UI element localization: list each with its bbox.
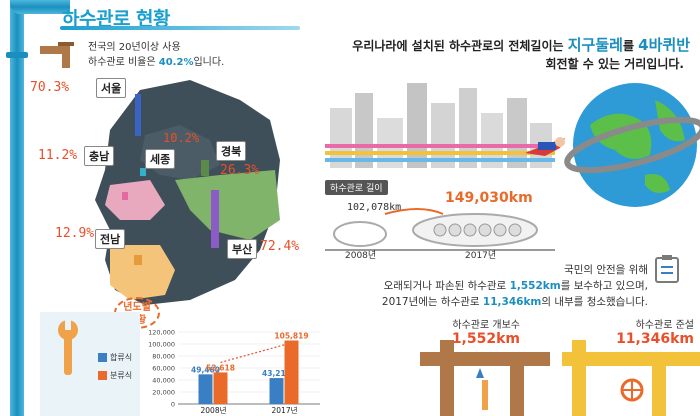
dredge-label: 하수관로 준설 xyxy=(635,320,694,331)
clipboard-icon xyxy=(655,255,679,283)
y-tick-label: 80,000 xyxy=(152,353,175,361)
earth-highlight-circumference: 지구둘레 xyxy=(567,36,623,54)
bar-value-label: 43,210 xyxy=(262,369,291,378)
decorative-pipe xyxy=(10,0,24,416)
dredge-pipe-graphic xyxy=(562,340,700,416)
bar xyxy=(284,340,299,404)
safety-line3-a: 2017년에는 하수관로 xyxy=(381,296,483,308)
legend-label-combined: 합류식 xyxy=(110,353,133,362)
x-tick-label: 2017년 xyxy=(272,405,298,415)
region-jeonnam xyxy=(110,245,175,300)
length-2008-value: 102,078km xyxy=(347,202,402,213)
bar-sejong xyxy=(140,168,146,176)
earth-line2: 회전할 수 있는 거리입니다. xyxy=(545,57,684,71)
pct-busan: 72.4% xyxy=(260,239,300,254)
y-tick-label: 60,000 xyxy=(152,365,175,373)
bar-chungnam xyxy=(122,192,128,200)
bar xyxy=(269,378,284,404)
summary-line1: 전국의 20년이상 사용 xyxy=(88,42,181,53)
pct-gyeongbuk: 26.3% xyxy=(220,163,260,178)
length-panel: 하수관로 길이 102,078km 149,030km 2008년 2017년 xyxy=(325,172,555,261)
bar xyxy=(213,372,228,404)
bar-value-label: 105,819 xyxy=(274,332,308,341)
pct-seoul: 70.3% xyxy=(30,80,70,95)
label-gyeongbuk: 경북 xyxy=(216,141,247,161)
y-tick-label: 100,000 xyxy=(148,341,175,349)
y-tick-label: 120,000 xyxy=(148,329,175,337)
bar-busan xyxy=(211,190,219,248)
region-chungnam xyxy=(105,180,165,220)
earth-highlight-laps: 4바퀴반 xyxy=(638,36,690,54)
yearly-bar-chart: 0 20,000 40,000 60,000 80,000 100,000 120,000 4… xyxy=(148,329,320,415)
safety-dredge-value: 11,346km xyxy=(482,296,542,308)
bar-seoul xyxy=(135,94,141,136)
safety-line2-a: 오래되거나 파손된 하수관로 xyxy=(383,280,510,292)
repair-sign: 하수관로 개보수 1,552km xyxy=(440,316,520,347)
bar-jeonnam xyxy=(134,255,142,265)
summary-text: 전국의 20년이상 사용 하수관로 비율은 40.2%입니다. xyxy=(88,40,224,70)
summary-ratio: 40.2% xyxy=(158,57,194,68)
pipe-joint xyxy=(6,52,28,58)
region-gyeongbuk xyxy=(175,170,280,240)
label-chungnam: 충남 xyxy=(84,146,115,166)
pct-chungnam: 11.2% xyxy=(38,148,78,163)
safety-line1: 국민의 안전을 위해 xyxy=(564,264,648,276)
legend-swatch-combined xyxy=(98,353,107,362)
badge-line1: 년도별 xyxy=(123,302,151,313)
bar-value-label: 52,618 xyxy=(206,363,235,372)
wrench-icon xyxy=(58,320,78,375)
earth-prefix: 우리나라에 설치된 하수관로의 전체길이는 xyxy=(352,39,568,53)
length-2017-year: 2017년 xyxy=(465,251,497,261)
length-label: 하수관로 길이 xyxy=(325,180,388,195)
bar-value-label: 49,460 xyxy=(191,365,220,374)
length-2008-year: 2008년 xyxy=(345,251,377,261)
trend-arrow xyxy=(220,343,286,364)
repair-value: 1,552km xyxy=(451,331,520,347)
label-seoul: 서울 xyxy=(96,78,127,98)
length-2017-value: 149,030km xyxy=(445,190,533,206)
globe-icon xyxy=(564,83,700,207)
legend-separate: 분류식 xyxy=(98,370,132,381)
label-sejong: 세종 xyxy=(145,149,176,169)
page-title: 하수관로 현황 xyxy=(62,8,171,30)
y-tick-label: 40,000 xyxy=(152,377,175,385)
korea-map xyxy=(95,80,280,305)
legend-swatch-separate xyxy=(98,371,107,380)
pct-jeonnam: 12.9% xyxy=(55,226,95,241)
old-pipe-icon xyxy=(40,42,74,68)
city-skyline xyxy=(325,83,555,168)
earth-mid: 를 xyxy=(622,39,639,53)
title-underline xyxy=(60,26,300,30)
y-tick-label: 0 xyxy=(171,401,175,409)
pct-sejong: 10.2% xyxy=(163,131,200,145)
repair-pipe-graphic xyxy=(420,340,550,416)
wrench-panel xyxy=(40,312,140,416)
decorative-pipe-top xyxy=(10,0,70,14)
safety-text: 국민의 안전을 위해 오래되거나 파손된 하수관로 1,552km를 보수하고 … xyxy=(330,262,648,310)
safety-line2-b: 를 보수하고 있으며, xyxy=(560,280,648,292)
bar xyxy=(198,374,213,404)
y-tick-label: 20,000 xyxy=(152,389,175,397)
summary-line2-suffix: 입니다. xyxy=(193,57,225,68)
label-jeonnam: 전남 xyxy=(95,229,126,249)
label-busan: 부산 xyxy=(227,239,258,259)
pipe-bundle-graphic xyxy=(325,208,555,251)
safety-repair-value: 1,552km xyxy=(509,280,561,292)
superhero-icon xyxy=(525,137,565,156)
legend-label-separate: 분류식 xyxy=(110,371,133,380)
legend-combined: 합류식 xyxy=(98,352,132,363)
dredge-value: 11,346km xyxy=(616,331,694,347)
bar-gyeongbuk xyxy=(201,160,209,176)
dredge-sign: 하수관로 준설 11,346km xyxy=(598,316,694,347)
repair-label: 하수관로 개보수 xyxy=(452,320,520,331)
earth-headline: 우리나라에 설치된 하수관로의 전체길이는 지구둘레를 4바퀴반 회전할 수 있… xyxy=(330,36,690,73)
summary-line2-prefix: 하수관로 비율은 xyxy=(88,57,159,68)
safety-line3-b: 의 내부를 청소했습니다. xyxy=(541,296,648,308)
x-tick-label: 2008년 xyxy=(201,405,227,415)
